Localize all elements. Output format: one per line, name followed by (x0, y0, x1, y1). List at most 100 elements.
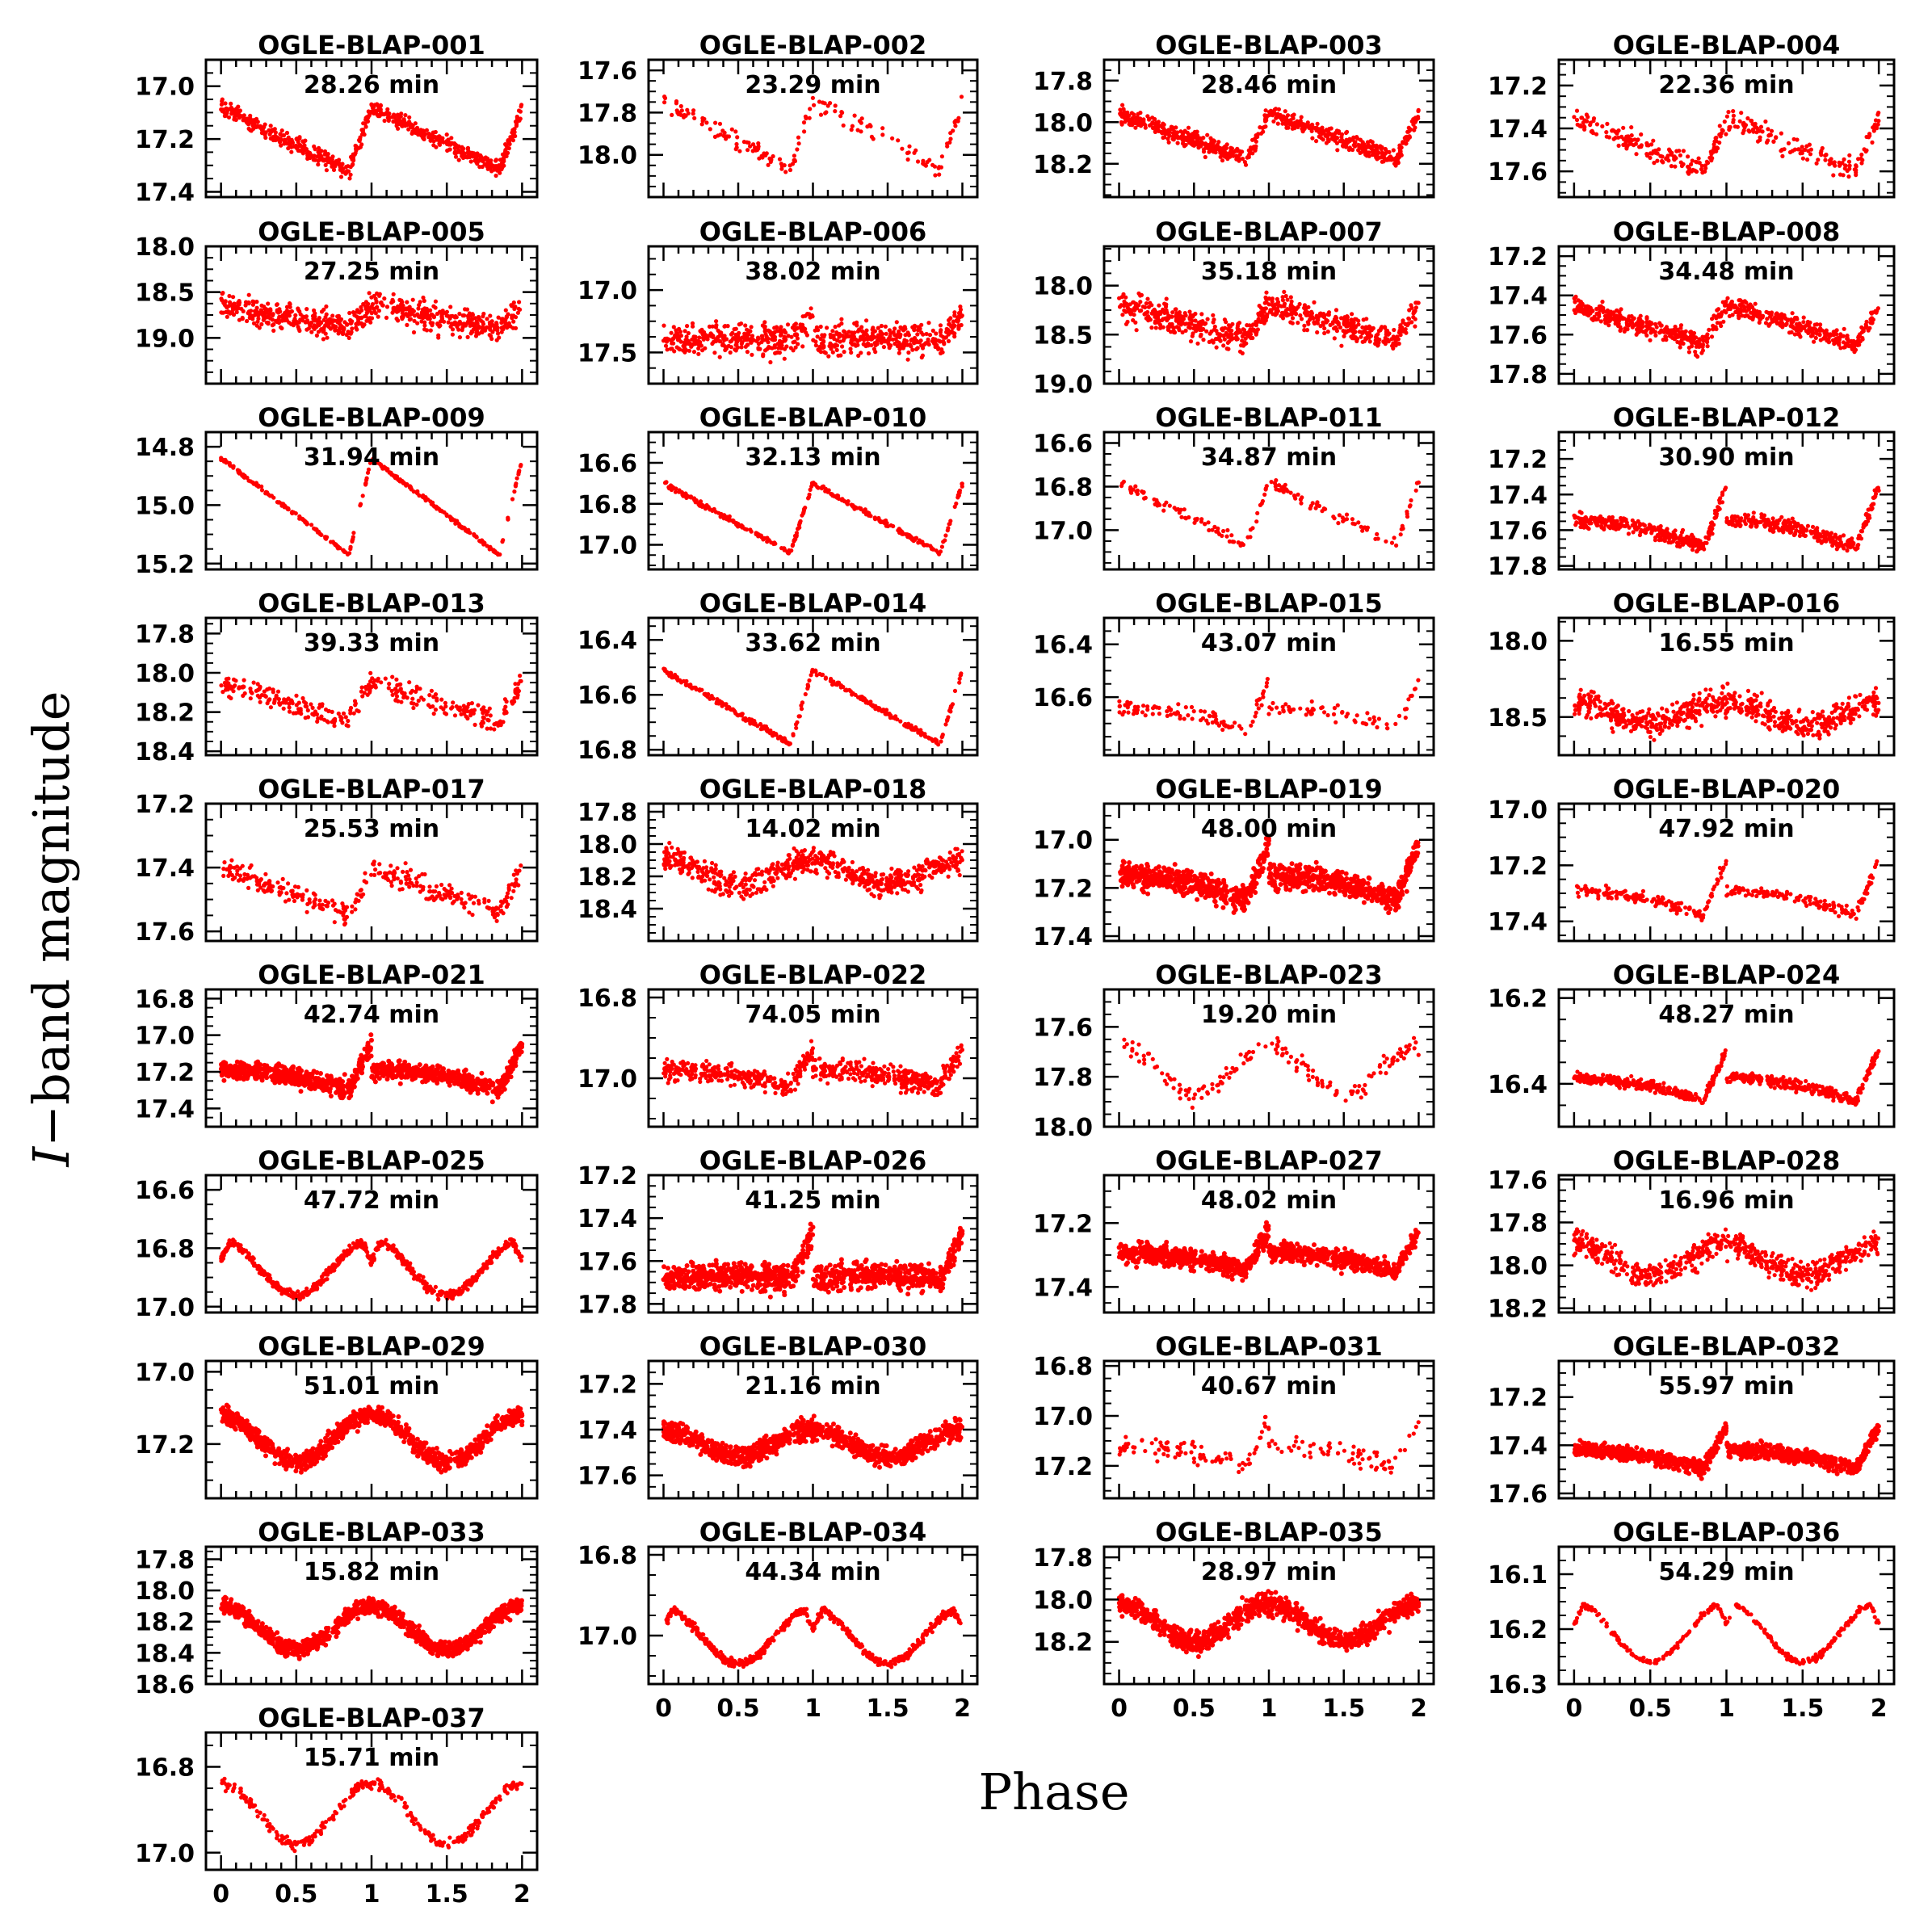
data-point (219, 102, 224, 107)
data-point (330, 158, 334, 162)
data-point (284, 130, 290, 136)
data-point (516, 108, 522, 113)
data-point (912, 150, 917, 155)
data-point (302, 143, 307, 148)
data-point (876, 326, 880, 330)
data-point (1873, 118, 1879, 123)
data-point (412, 313, 418, 318)
data-point (703, 346, 708, 351)
data-point (1350, 147, 1355, 153)
data-point (842, 329, 846, 334)
data-point (1841, 173, 1846, 178)
data-point (227, 293, 232, 299)
data-point (849, 338, 854, 343)
data-point (665, 337, 670, 342)
data-point (275, 308, 279, 313)
data-point (229, 105, 233, 110)
data-point (691, 324, 695, 329)
data-point (1180, 141, 1186, 146)
data-point (906, 331, 911, 337)
data-point (1162, 310, 1167, 315)
data-point (313, 311, 317, 316)
data-point (265, 315, 270, 320)
data-point (324, 168, 329, 173)
data-point (236, 108, 241, 113)
data-point (273, 130, 278, 135)
data-point (312, 144, 317, 149)
data-point (1847, 153, 1852, 158)
data-point (1228, 154, 1233, 159)
data-point (948, 136, 953, 141)
data-point (465, 155, 470, 160)
data-point (783, 330, 788, 335)
data-point (1409, 303, 1413, 308)
data-point (1594, 306, 1599, 312)
y-tick-label: 18.5 (135, 279, 195, 308)
data-point (674, 328, 678, 333)
data-point (1237, 152, 1242, 157)
data-point (1573, 310, 1578, 316)
data-point (849, 350, 854, 355)
data-point (836, 353, 841, 358)
data-point (872, 346, 876, 351)
data-point (1813, 335, 1818, 340)
data-point (515, 310, 521, 315)
data-point (862, 338, 867, 342)
panel-period: 35.18 min (1201, 258, 1337, 286)
data-point (674, 99, 679, 104)
data-point (821, 100, 825, 105)
data-point (1790, 311, 1795, 316)
data-point (888, 331, 893, 336)
data-point (495, 168, 500, 173)
data-point (254, 300, 259, 304)
data-point (317, 145, 321, 150)
data-point (921, 161, 926, 166)
data-point (517, 300, 522, 304)
data-point (1800, 156, 1805, 161)
data-point (1376, 328, 1381, 334)
data-point (255, 319, 260, 324)
data-point (391, 305, 396, 311)
data-point (739, 341, 744, 346)
data-point (1727, 313, 1732, 318)
data-point (1259, 312, 1264, 317)
data-point (763, 153, 768, 158)
data-point (514, 124, 519, 128)
data-point (800, 344, 805, 349)
data-point (870, 333, 875, 338)
data-point (813, 343, 819, 348)
data-point (833, 109, 838, 114)
data-point (1167, 133, 1172, 138)
data-point (1378, 144, 1383, 149)
data-point (782, 334, 787, 339)
data-point (1409, 119, 1414, 124)
data-point (834, 347, 839, 352)
data-point (237, 317, 242, 322)
data-point (1411, 309, 1417, 314)
data-point (1290, 316, 1296, 321)
data-point (734, 141, 739, 147)
data-point (395, 112, 400, 117)
data-point (419, 312, 424, 317)
data-point (1834, 328, 1839, 333)
data-point (837, 331, 842, 337)
data-point (1386, 339, 1391, 344)
data-point (346, 335, 351, 340)
data-point (1577, 124, 1582, 128)
data-point (220, 291, 225, 296)
data-point (1831, 173, 1836, 178)
data-point (812, 103, 817, 107)
data-point (264, 310, 269, 315)
data-point (1413, 300, 1418, 305)
data-point (1619, 307, 1623, 312)
data-point (1771, 139, 1776, 144)
data-point (1681, 149, 1686, 153)
data-point (947, 321, 952, 326)
data-point (1804, 144, 1809, 149)
data-point (745, 350, 750, 355)
data-point (1248, 335, 1253, 340)
data-point (1183, 313, 1188, 318)
data-point (846, 334, 851, 338)
data-point (1262, 124, 1266, 130)
data-point (259, 321, 264, 327)
